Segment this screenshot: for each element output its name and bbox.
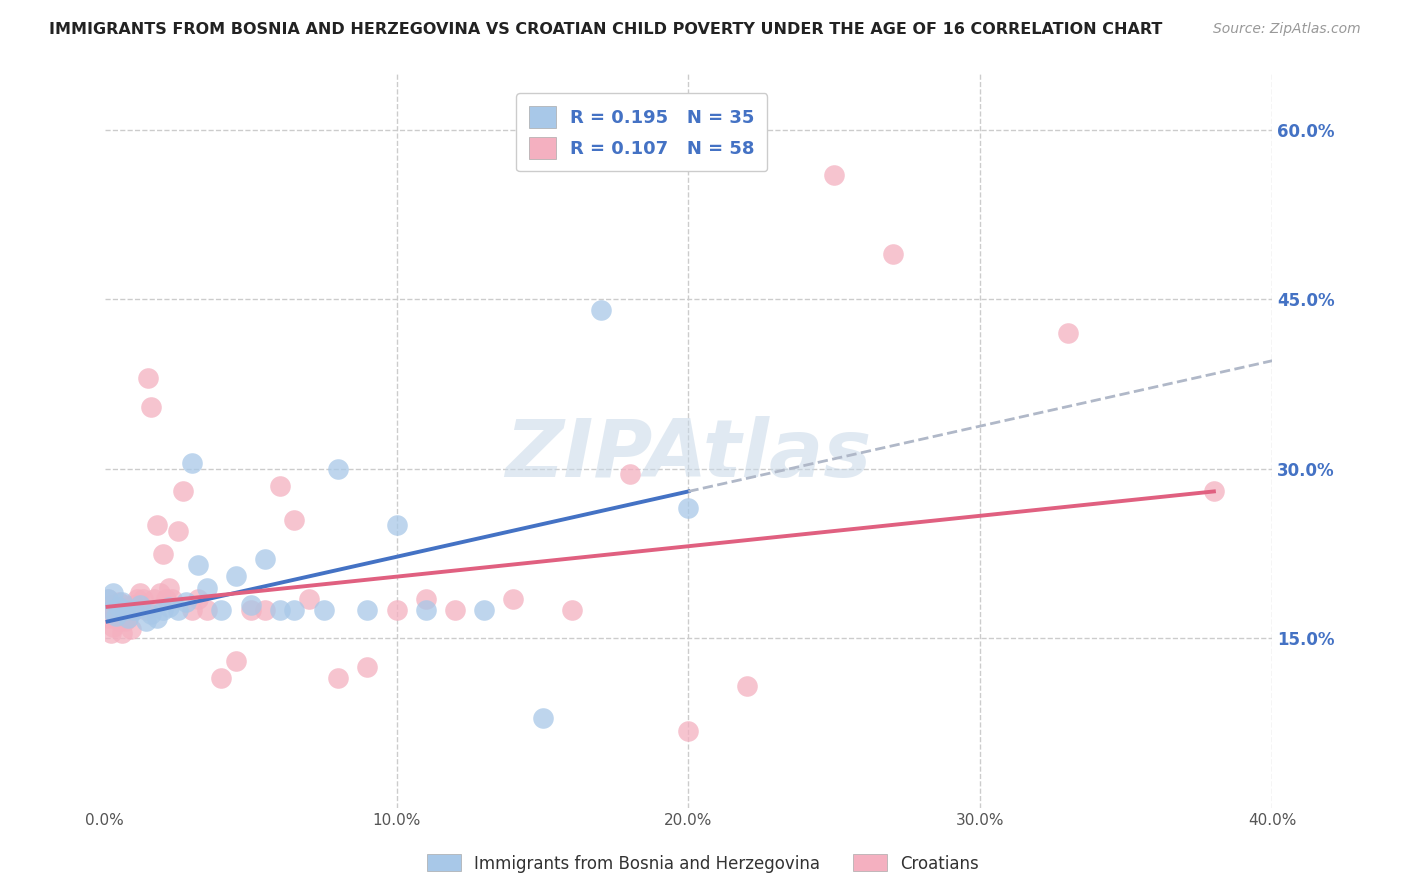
Point [111, 603, 134, 617]
Point [143, 591, 166, 606]
Point [561, 603, 583, 617]
Point [141, 400, 163, 414]
Point [225, 654, 247, 668]
Legend: R = 0.195   N = 35, R = 0.107   N = 58: R = 0.195 N = 35, R = 0.107 N = 58 [516, 93, 768, 171]
Point [97, 591, 120, 606]
Point [135, 615, 157, 629]
Point [146, 518, 169, 533]
Point [176, 595, 198, 609]
Point [254, 603, 277, 617]
Point [209, 603, 232, 617]
Point [114, 598, 136, 612]
Point [103, 620, 125, 634]
Point [138, 371, 160, 385]
Point [157, 581, 180, 595]
Point [141, 607, 163, 621]
Point [823, 168, 845, 182]
Point [105, 608, 128, 623]
Point [103, 603, 125, 617]
Point [100, 603, 122, 617]
Point [328, 462, 350, 476]
Point [105, 599, 128, 614]
Point [125, 591, 148, 606]
Point [356, 659, 378, 673]
Point [111, 595, 134, 609]
Point [678, 724, 700, 739]
Point [187, 591, 209, 606]
Point [283, 513, 305, 527]
Point [195, 581, 218, 595]
Point [328, 671, 350, 685]
Point [103, 586, 125, 600]
Point [678, 501, 700, 516]
Point [735, 679, 758, 693]
Point [146, 611, 169, 625]
Point [239, 603, 262, 617]
Point [97, 611, 120, 625]
Point [385, 518, 408, 533]
Point [117, 611, 139, 625]
Point [108, 599, 131, 614]
Text: Source: ZipAtlas.com: Source: ZipAtlas.com [1213, 22, 1361, 37]
Point [120, 623, 142, 637]
Point [108, 595, 131, 609]
Point [128, 586, 150, 600]
Point [356, 603, 378, 617]
Point [114, 603, 136, 617]
Point [131, 591, 153, 606]
Point [166, 603, 188, 617]
Point [385, 603, 408, 617]
Point [619, 467, 641, 482]
Point [135, 603, 157, 617]
Point [415, 591, 437, 606]
Point [181, 456, 204, 470]
Point [269, 479, 291, 493]
Point [100, 625, 122, 640]
Point [254, 552, 277, 566]
Point [122, 603, 145, 617]
Point [181, 603, 204, 617]
Point [111, 625, 134, 640]
Point [155, 591, 177, 606]
Point [882, 247, 904, 261]
Text: IMMIGRANTS FROM BOSNIA AND HERZEGOVINA VS CROATIAN CHILD POVERTY UNDER THE AGE O: IMMIGRANTS FROM BOSNIA AND HERZEGOVINA V… [49, 22, 1163, 37]
Point [100, 598, 122, 612]
Point [312, 603, 335, 617]
Legend: Immigrants from Bosnia and Herzegovina, Croatians: Immigrants from Bosnia and Herzegovina, … [420, 847, 986, 880]
Point [444, 603, 467, 617]
Point [117, 599, 139, 614]
Point [157, 599, 180, 614]
Point [195, 603, 218, 617]
Point [1057, 326, 1080, 340]
Point [415, 603, 437, 617]
Point [97, 591, 120, 606]
Point [122, 598, 145, 612]
Point [502, 591, 524, 606]
Point [149, 586, 172, 600]
Point [187, 558, 209, 572]
Point [117, 611, 139, 625]
Point [108, 615, 131, 629]
Point [1202, 484, 1225, 499]
Text: ZIPAtlas: ZIPAtlas [505, 417, 872, 494]
Point [269, 603, 291, 617]
Point [105, 608, 128, 623]
Point [283, 603, 305, 617]
Point [531, 710, 554, 724]
Point [239, 598, 262, 612]
Point [160, 591, 183, 606]
Point [114, 615, 136, 629]
Point [225, 569, 247, 583]
Point [173, 484, 195, 499]
Point [589, 303, 612, 318]
Point [128, 598, 150, 612]
Point [152, 603, 174, 617]
Point [209, 671, 232, 685]
Point [298, 591, 321, 606]
Point [472, 603, 495, 617]
Point [152, 547, 174, 561]
Point [166, 524, 188, 538]
Point [122, 603, 145, 617]
